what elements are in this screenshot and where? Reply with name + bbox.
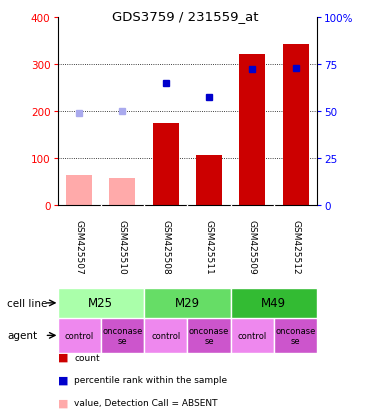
- Text: agent: agent: [7, 330, 37, 341]
- Bar: [66, 175, 92, 206]
- Text: value, Detection Call = ABSENT: value, Detection Call = ABSENT: [74, 398, 218, 407]
- Text: ■: ■: [58, 398, 68, 408]
- Bar: [231, 318, 274, 353]
- Text: cell line: cell line: [7, 298, 48, 308]
- Text: GSM425508: GSM425508: [161, 220, 170, 274]
- Text: percentile rank within the sample: percentile rank within the sample: [74, 375, 227, 385]
- Bar: [283, 45, 309, 206]
- Text: GSM425511: GSM425511: [204, 220, 213, 274]
- Text: ■: ■: [58, 375, 68, 385]
- Bar: [101, 318, 144, 353]
- Text: GSM425512: GSM425512: [291, 220, 300, 274]
- Text: onconase
se: onconase se: [275, 326, 316, 345]
- Bar: [187, 318, 231, 353]
- Text: GSM425507: GSM425507: [75, 220, 83, 274]
- Text: M25: M25: [88, 297, 113, 310]
- Bar: [58, 288, 144, 318]
- Bar: [144, 318, 187, 353]
- Bar: [239, 55, 265, 206]
- Bar: [196, 155, 222, 206]
- Text: control: control: [238, 331, 267, 340]
- Bar: [274, 318, 317, 353]
- Bar: [58, 318, 101, 353]
- Text: onconase
se: onconase se: [102, 326, 142, 345]
- Text: control: control: [151, 331, 180, 340]
- Text: count: count: [74, 353, 100, 362]
- Text: onconase
se: onconase se: [189, 326, 229, 345]
- Bar: [231, 288, 317, 318]
- Bar: [153, 123, 179, 206]
- Text: ■: ■: [58, 352, 68, 362]
- Text: GDS3759 / 231559_at: GDS3759 / 231559_at: [112, 10, 259, 23]
- Bar: [144, 288, 231, 318]
- Bar: [109, 179, 135, 206]
- Text: M29: M29: [175, 297, 200, 310]
- Text: GSM425510: GSM425510: [118, 220, 127, 274]
- Text: control: control: [65, 331, 94, 340]
- Text: M49: M49: [261, 297, 286, 310]
- Text: GSM425509: GSM425509: [248, 220, 257, 274]
